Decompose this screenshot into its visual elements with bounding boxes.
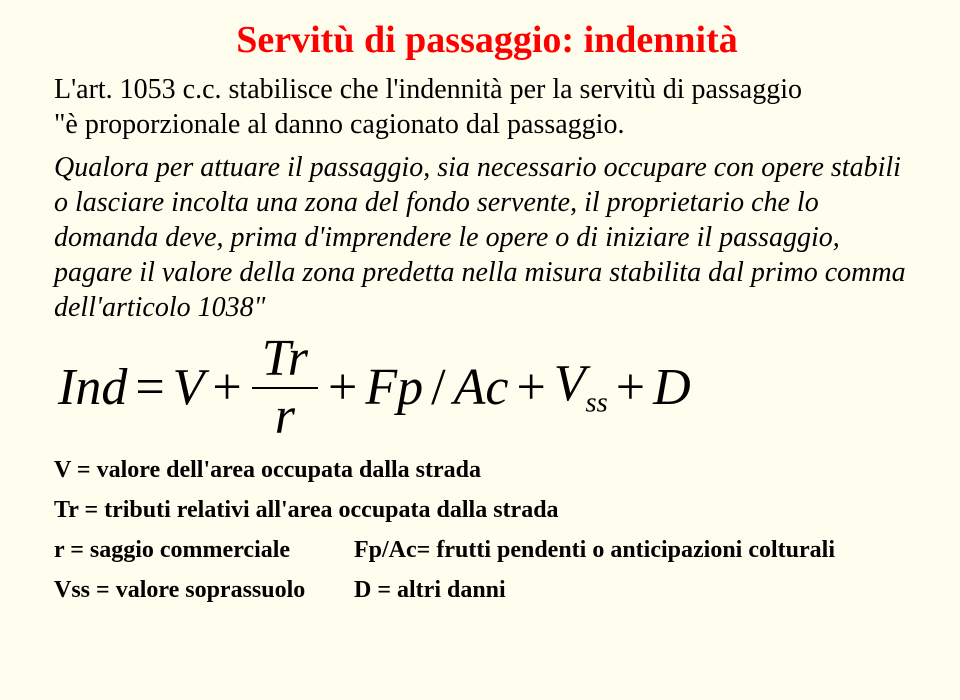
formula-plus-3: + <box>512 333 549 443</box>
formula-Ac: Ac <box>450 333 513 443</box>
legend-D: D = altri danni <box>354 575 920 605</box>
formula-Tr: Tr <box>252 333 318 389</box>
paragraph-intro: L'art. 1053 c.c. stabilisce che l'indenn… <box>54 72 920 142</box>
intro-line-1: L'art. 1053 c.c. stabilisce che l'indenn… <box>54 74 802 105</box>
legend-block: V = valore dell'area occupata dalla stra… <box>54 455 920 615</box>
legend-r: r = saggio commerciale <box>54 535 354 565</box>
legend-FpAc: Fp/Ac= frutti pendenti o anticipazioni c… <box>354 535 920 565</box>
formula-fraction: Tr r <box>252 333 318 443</box>
formula-plus-2: + <box>324 333 361 443</box>
formula-slash: / <box>427 333 449 443</box>
formula-V: V <box>169 333 209 443</box>
intro-quote-start: "è proporzionale al danno cagionato dal … <box>54 109 624 140</box>
legend-Tr: Tr = tributi relativi all'area occupata … <box>54 495 920 525</box>
formula-plus-1: + <box>208 333 245 443</box>
formula-eq: = <box>131 333 168 443</box>
paragraph-quote-body: Qualora per attuare il passaggio, sia ne… <box>54 150 920 325</box>
formula-D: D <box>649 333 695 443</box>
formula-r: r <box>252 389 318 443</box>
formula-Vss: Vss <box>550 333 612 443</box>
formula-plus-4: + <box>612 333 649 443</box>
formula-ind: Ind <box>54 333 131 443</box>
slide-title: Servitù di passaggio: indennità <box>54 18 920 62</box>
formula-Fp: Fp <box>361 333 427 443</box>
legend-Vss: Vss = valore soprassuolo <box>54 575 354 605</box>
legend-V: V = valore dell'area occupata dalla stra… <box>54 455 920 485</box>
indemnity-formula: Ind = V + Tr r + Fp / Ac + Vss + <box>54 333 920 443</box>
